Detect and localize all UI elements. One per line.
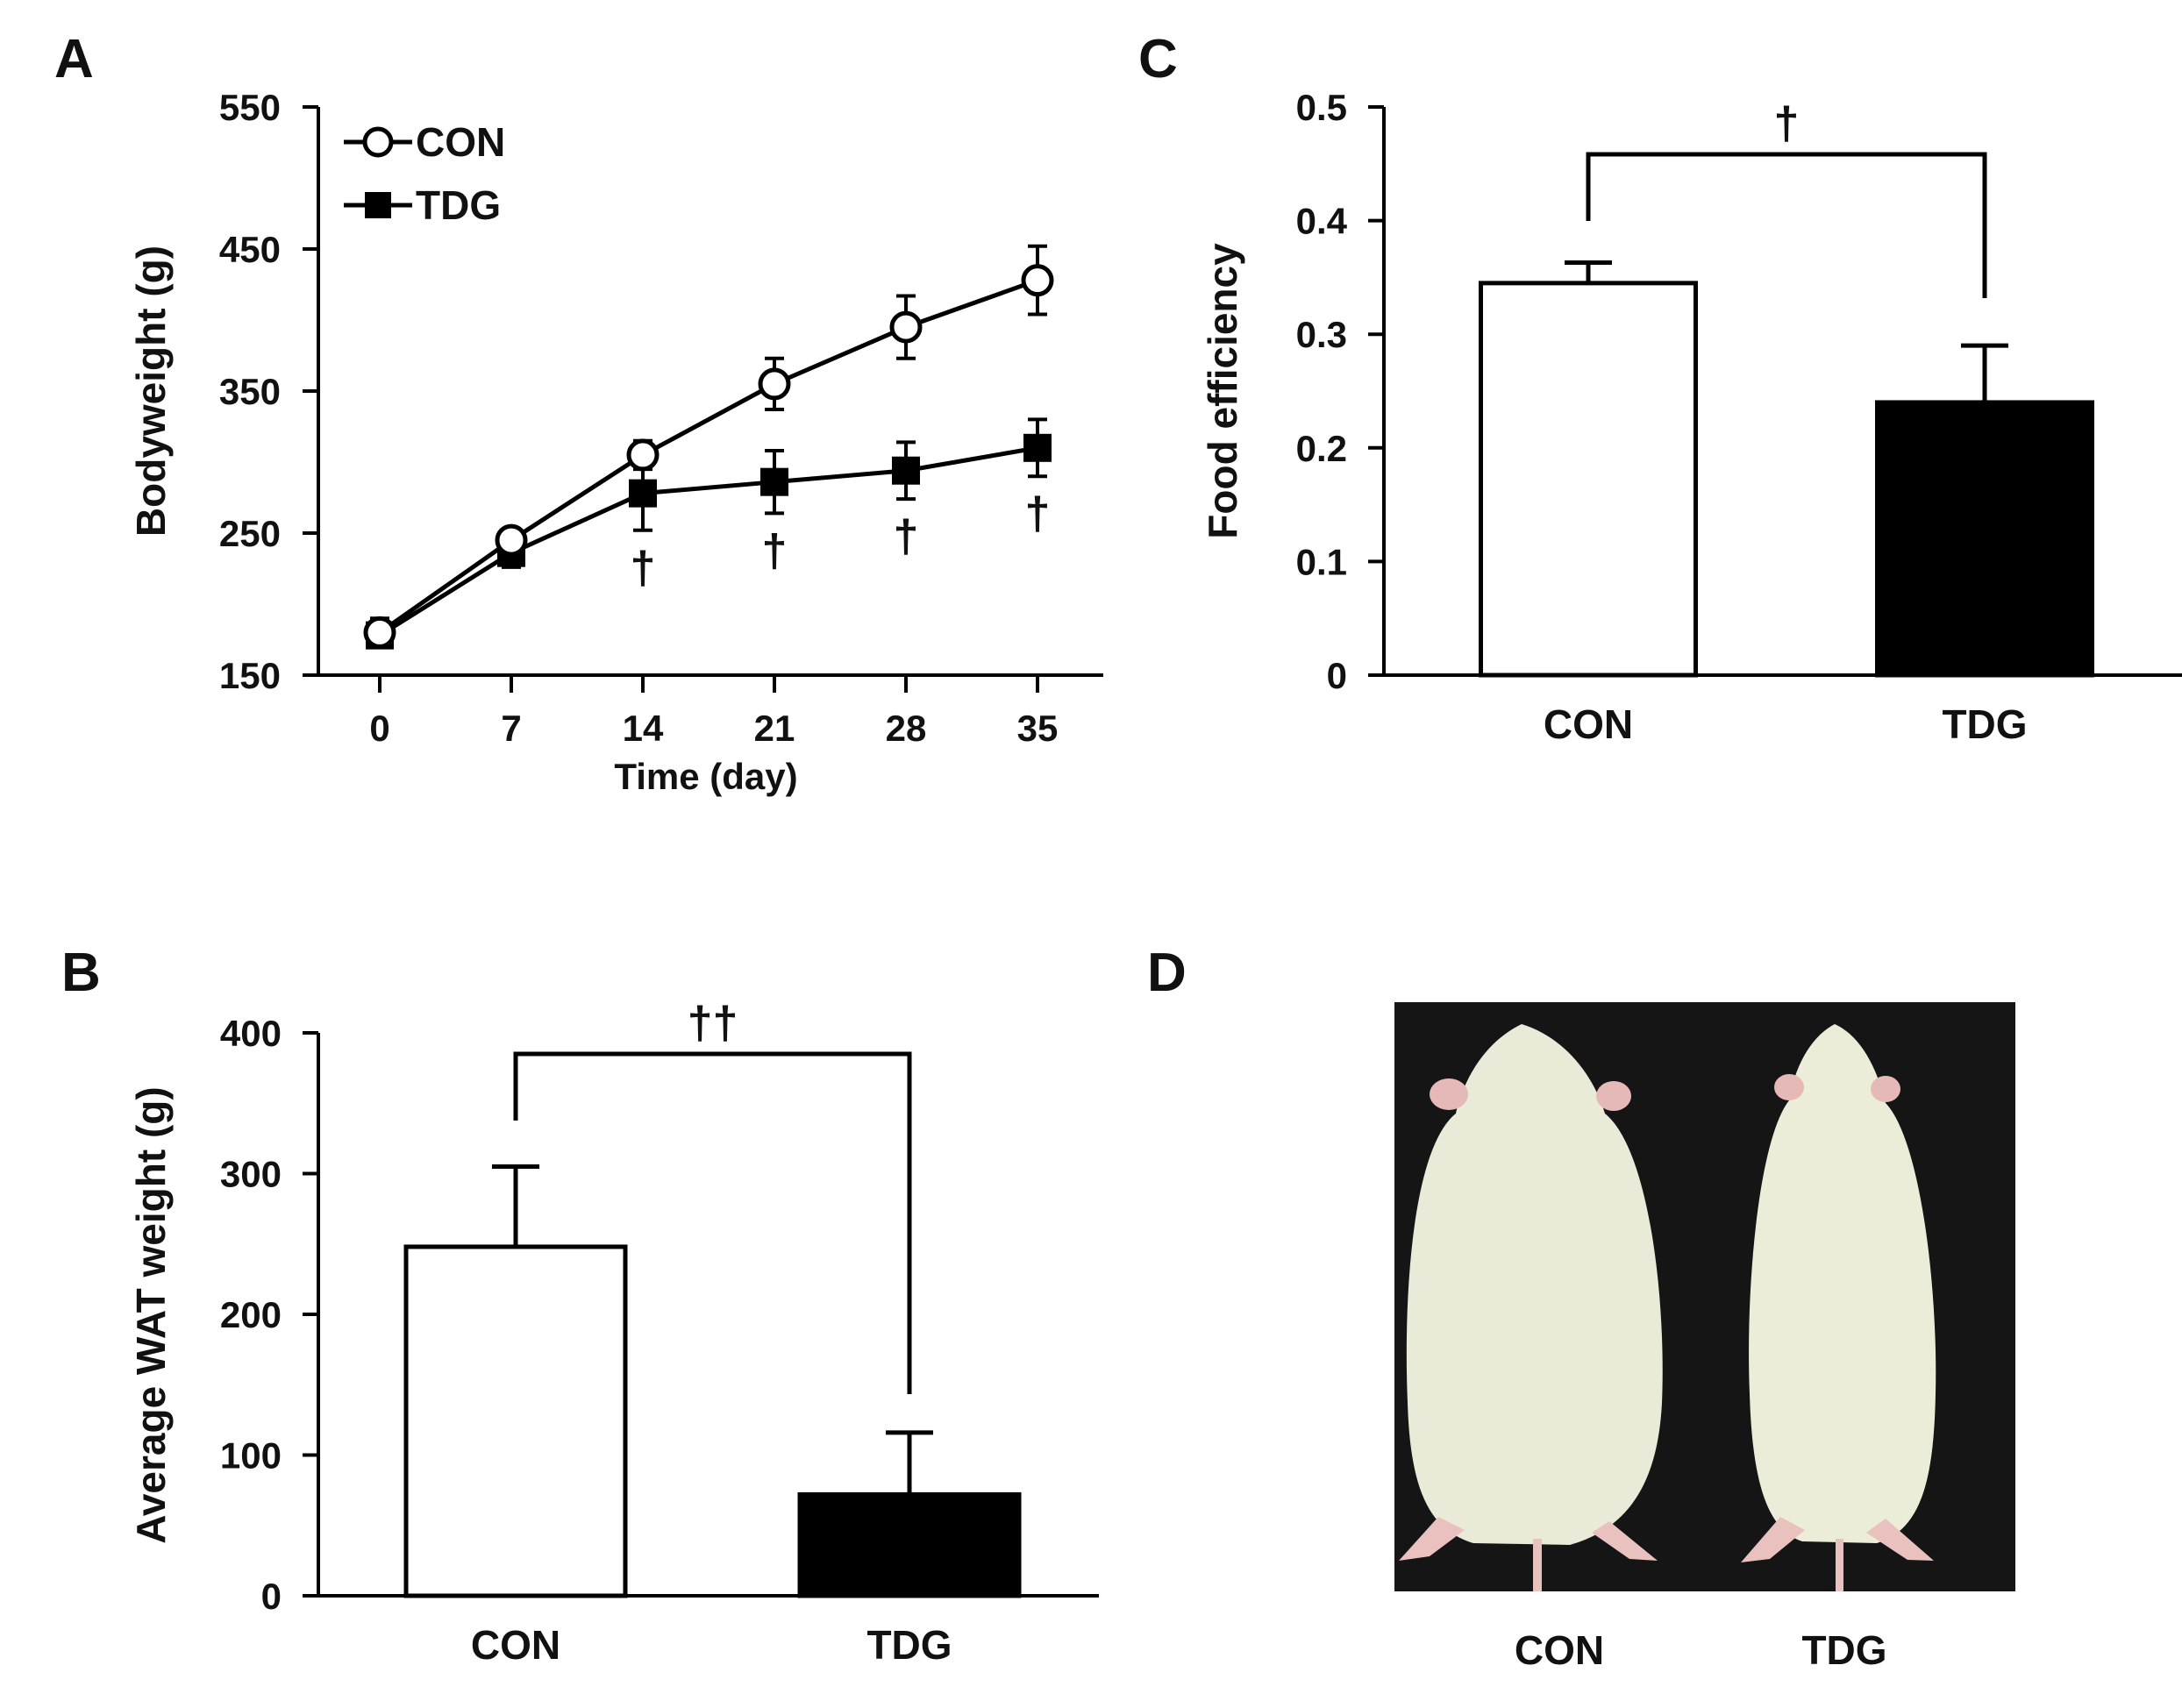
- photo-label-tdg: TDG: [1801, 1627, 1886, 1673]
- a-x-tick-label: 28: [886, 708, 927, 749]
- a-significance-dagger: †: [762, 525, 788, 576]
- a-point-tdg: [892, 456, 920, 485]
- legend-tdg-marker: [365, 192, 391, 218]
- a-y-axis-label: Bodyweight (g): [128, 246, 174, 537]
- photo-label-con: CON: [1515, 1627, 1604, 1673]
- panel-label-a: A: [54, 29, 94, 89]
- b-y-axis-label: Average WAT weight (g): [128, 1086, 174, 1543]
- a-y-tick-label: 350: [219, 371, 281, 412]
- a-y-tick-label: 250: [219, 513, 281, 554]
- c-y-axis-label: Food efficiency: [1200, 243, 1245, 539]
- b-significance-label: ††: [688, 998, 738, 1049]
- rat-photo: CON TDG: [1394, 1002, 2015, 1673]
- b-y-tick-label: 200: [220, 1294, 282, 1335]
- c-bar-tdg: [1875, 400, 2094, 678]
- c-y-tick-label: 0.4: [1296, 201, 1348, 242]
- a-point-con: [363, 616, 396, 649]
- b-y-tick-label: 0: [261, 1576, 282, 1617]
- a-x-tick-label: 0: [369, 708, 389, 749]
- a-line-tdg: [378, 445, 1038, 637]
- b-y-tick-label: 400: [220, 1013, 282, 1054]
- c-y-tick-label: 0: [1327, 655, 1347, 696]
- c-y-tick-label: 0.5: [1296, 87, 1347, 128]
- a-x-tick-label: 14: [623, 708, 664, 749]
- b-significance-bracket: [513, 1051, 912, 1394]
- a-point-tdg: [1023, 433, 1052, 462]
- panel-label-d: D: [1147, 943, 1187, 1003]
- wat-weight-bar-chart: 0 100 200 300 400 CON TDG †† Average WAT weig…: [128, 998, 1099, 1668]
- c-category-label: CON: [1544, 701, 1633, 747]
- panel-label-b: B: [61, 943, 101, 1003]
- c-significance-label: †: [1774, 98, 1800, 149]
- a-legend: CON TDG: [344, 119, 505, 228]
- a-point-con: [626, 438, 660, 472]
- tdg-rat-illustration: [1741, 1024, 1936, 1591]
- bodyweight-line-chart: 150 250 350 450 550 0 7 14 21 28 35 † † † † Bodyweig…: [128, 87, 1103, 797]
- panel-label-c: C: [1138, 29, 1178, 89]
- a-y-tick-label: 550: [219, 87, 281, 128]
- a-point-con: [1021, 264, 1054, 297]
- c-y-tick-label: 0.3: [1296, 314, 1347, 355]
- food-efficiency-bar-chart: 0 0.1 0.2 0.3 0.4 0.5 CON TDG † Food efficienc…: [1200, 87, 2182, 747]
- legend-con-marker: [362, 126, 394, 158]
- c-significance-bracket: [1586, 152, 1987, 298]
- c-bar-con: [1479, 281, 1698, 678]
- a-x-axis-label: Time (day): [614, 756, 797, 797]
- c-category-label: TDG: [1942, 701, 2027, 747]
- b-bar-tdg: [797, 1491, 1022, 1598]
- a-point-con: [758, 367, 791, 401]
- a-significance-dagger: †: [1025, 488, 1051, 539]
- b-category-label: CON: [471, 1622, 560, 1668]
- a-point-tdg: [760, 467, 788, 496]
- legend-tdg-label: TDG: [416, 182, 501, 228]
- c-y-tick-label: 0.2: [1296, 428, 1347, 469]
- a-point-con: [495, 523, 528, 557]
- b-y-tick-label: 100: [220, 1435, 282, 1477]
- a-x-tick-label: 21: [754, 708, 795, 749]
- b-bar-con: [403, 1244, 628, 1598]
- a-x-tick-label: 7: [501, 708, 521, 749]
- a-y-tick-label: 150: [219, 655, 281, 696]
- a-point-tdg: [629, 479, 657, 508]
- a-significance-dagger: †: [631, 543, 656, 594]
- b-category-label: TDG: [866, 1622, 952, 1668]
- a-x-tick-label: 35: [1017, 708, 1059, 749]
- a-y-tick-label: 450: [219, 229, 281, 270]
- con-rat-illustration: [1399, 1024, 1663, 1591]
- a-line-con: [378, 278, 1038, 635]
- b-y-tick-label: 300: [220, 1154, 282, 1195]
- a-significance-dagger: †: [894, 511, 919, 562]
- c-y-tick-label: 0.1: [1296, 541, 1347, 582]
- a-point-con: [889, 310, 923, 344]
- legend-con-label: CON: [416, 119, 505, 165]
